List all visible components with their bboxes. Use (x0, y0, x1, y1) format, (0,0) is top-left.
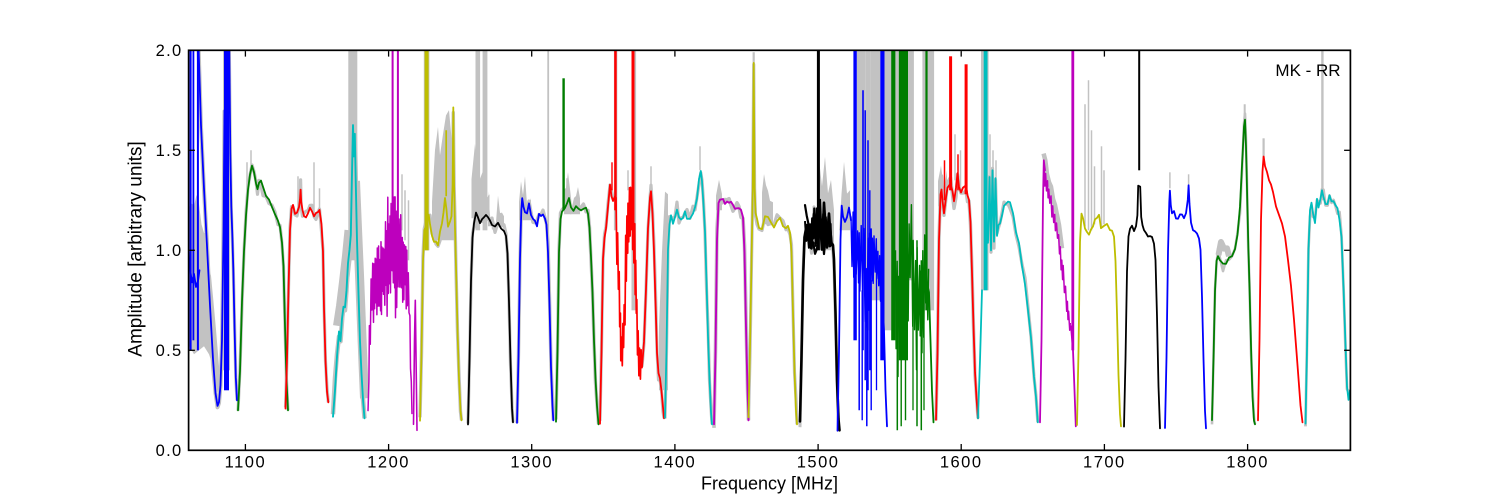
svg-text:1.5: 1.5 (156, 142, 183, 160)
svg-text:1300: 1300 (510, 454, 553, 472)
svg-text:1400: 1400 (654, 454, 697, 472)
svg-text:1700: 1700 (1083, 454, 1126, 472)
svg-text:1100: 1100 (225, 454, 266, 472)
svg-text:2.0: 2.0 (156, 42, 183, 60)
svg-text:1.0: 1.0 (156, 242, 183, 260)
svg-text:0.0: 0.0 (156, 442, 183, 460)
svg-text:MK - RR: MK - RR (1275, 61, 1340, 80)
svg-text:1600: 1600 (940, 454, 983, 472)
svg-text:0.5: 0.5 (156, 342, 183, 360)
svg-text:1500: 1500 (797, 454, 840, 472)
svg-text:1800: 1800 (1226, 454, 1269, 472)
svg-text:Amplitude [arbitrary units]: Amplitude [arbitrary units] (126, 141, 147, 356)
svg-text:1200: 1200 (367, 454, 410, 472)
svg-text:Frequency [MHz]: Frequency [MHz] (701, 474, 838, 494)
